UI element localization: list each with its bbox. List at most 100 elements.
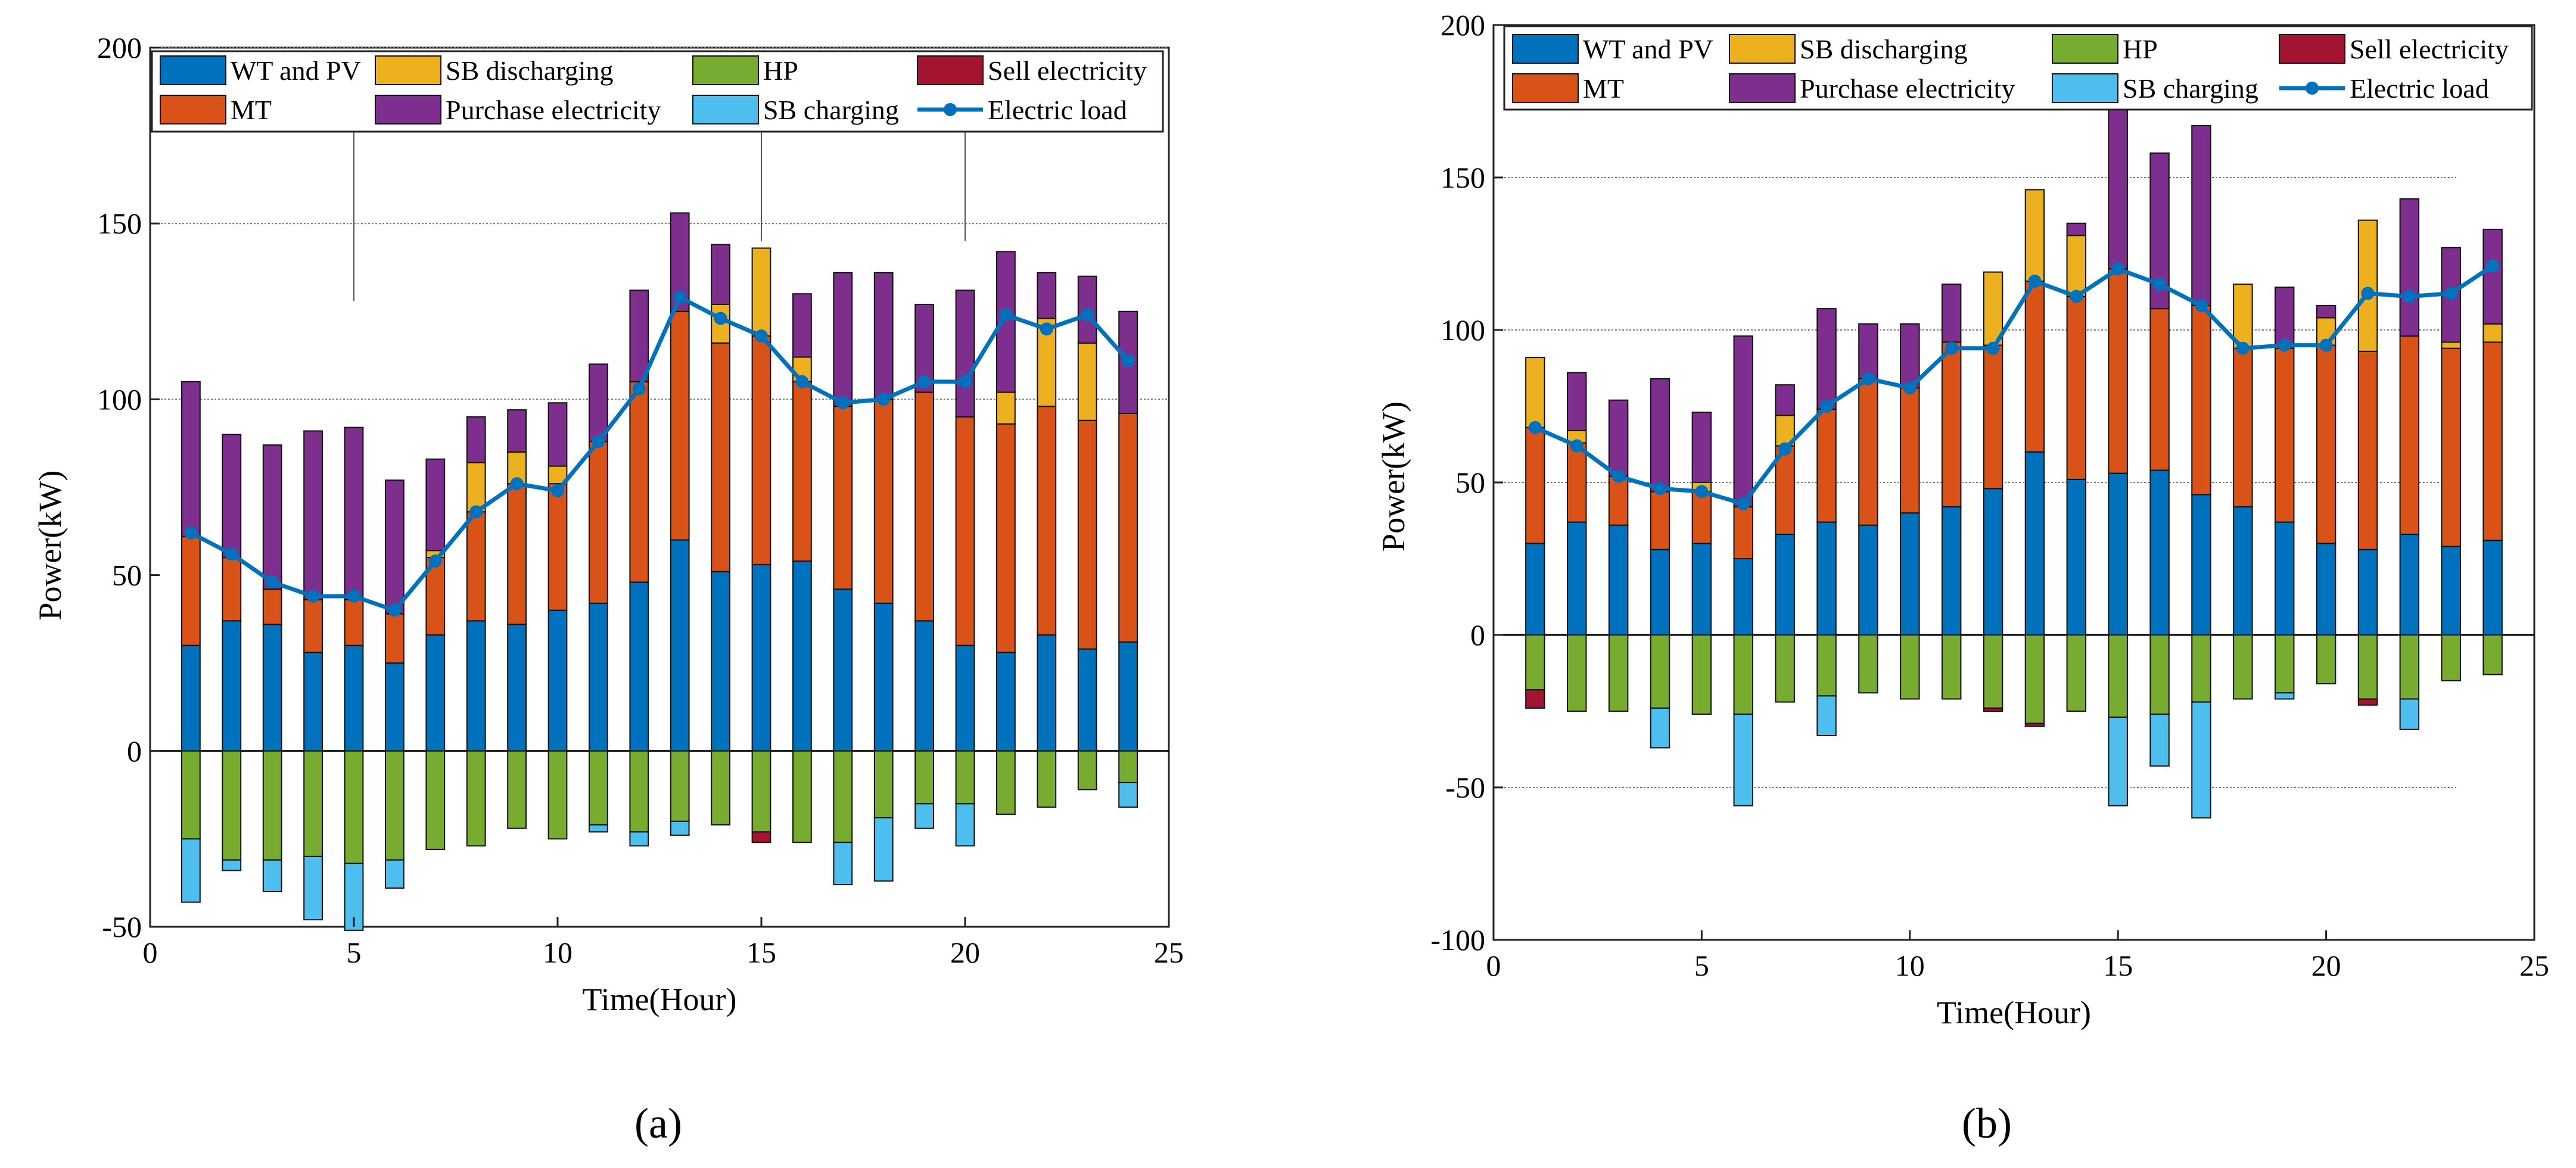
bar-mt-h19 xyxy=(914,391,934,622)
electric-load-point-h7 xyxy=(1778,442,1792,456)
bar-sb-ch-h4 xyxy=(303,855,323,921)
bar-wt-pv-h22 xyxy=(1037,634,1057,752)
legend-box xyxy=(151,50,1164,133)
legend-swatch-sell xyxy=(2279,34,2345,64)
x-tick-label: 10 xyxy=(543,936,573,969)
electric-load-point-h3 xyxy=(1611,469,1625,483)
bar-mt-h13 xyxy=(2024,281,2045,453)
x-axis-label: Time(Hour) xyxy=(1937,995,2091,1030)
bar-purchase-h4 xyxy=(1650,378,1670,493)
bar-sb-ch-h19 xyxy=(2274,692,2295,700)
bar-hp-h24 xyxy=(2482,634,2503,675)
bar-mt-h2 xyxy=(1567,442,1587,523)
bar-sb-ch-h13 xyxy=(670,820,690,836)
bar-hp-h6 xyxy=(1733,634,1754,715)
bar-sb-ch-h4 xyxy=(1650,707,1670,749)
legend-item-load: Electric load xyxy=(2279,73,2489,104)
bar-hp-h23 xyxy=(1077,750,1097,790)
electric-load-point-h7 xyxy=(428,554,442,568)
bar-sb-dis-h15 xyxy=(751,247,771,337)
bar-sb-dis-h24 xyxy=(2482,323,2503,343)
bar-hp-h3 xyxy=(262,750,282,861)
bar-purchase-h6 xyxy=(1733,335,1754,507)
legend-item-load: Electric load xyxy=(917,95,1127,125)
legend-swatch-sb-ch xyxy=(692,95,759,124)
bar-hp-h18 xyxy=(873,750,894,818)
bar-hp-h18 xyxy=(2233,634,2253,700)
y-tick-label: 200 xyxy=(1441,8,1485,42)
electric-load-point-h23 xyxy=(1081,308,1094,322)
legend-label-load: Electric load xyxy=(988,95,1127,125)
bar-wt-pv-h21 xyxy=(2357,549,2378,636)
bar-mt-h16 xyxy=(2149,308,2170,471)
bar-mt-h12 xyxy=(629,381,649,583)
panel-label-b: (b) xyxy=(1962,1100,2012,1147)
legend-label-wt-pv: WT and PV xyxy=(1583,34,1713,64)
bar-purchase-h10 xyxy=(547,402,568,467)
electric-load-point-h20 xyxy=(959,375,972,388)
electric-load-point-h17 xyxy=(836,396,850,410)
bar-purchase-h10 xyxy=(1900,323,1920,389)
bar-sell-h21 xyxy=(2357,698,2378,706)
legend-item-mt: MT xyxy=(160,95,272,125)
legend-item-sb-dis: SB discharging xyxy=(375,55,614,86)
legend-swatch-hp xyxy=(2052,34,2118,64)
legend-swatch-sell xyxy=(917,55,984,85)
legend-item-sb-dis: SB discharging xyxy=(1729,34,1968,64)
x-tick-label: 0 xyxy=(143,936,158,969)
bar-wt-pv-h13 xyxy=(670,539,690,752)
bar-mt-h5 xyxy=(1691,491,1712,544)
electric-load-point-h14 xyxy=(2070,289,2083,303)
bar-purchase-h3 xyxy=(262,444,282,590)
bar-mt-h8 xyxy=(1816,409,1837,523)
electric-load-point-h21 xyxy=(2361,286,2375,300)
bar-mt-h5 xyxy=(344,599,364,646)
y-tick-label: 200 xyxy=(97,31,142,64)
bar-hp-h10 xyxy=(547,750,568,840)
bar-purchase-h24 xyxy=(2482,229,2503,325)
bar-mt-h9 xyxy=(1858,378,1878,526)
legend-swatch-sb-ch xyxy=(2052,73,2118,103)
legend-item-sb-ch: SB charging xyxy=(2052,73,2258,104)
legend-label-mt: MT xyxy=(231,95,272,125)
bar-sb-ch-h17 xyxy=(833,842,853,886)
x-axis-label: Time(Hour) xyxy=(582,982,736,1017)
legend-swatch-mt xyxy=(160,95,226,124)
electric-load-point-h9 xyxy=(510,477,524,491)
bar-mt-h14 xyxy=(2066,295,2087,480)
bar-sb-ch-h22 xyxy=(2399,698,2420,730)
bar-sb-ch-h15 xyxy=(2108,717,2128,806)
electric-load-point-h16 xyxy=(795,375,809,388)
bar-mt-h21 xyxy=(996,423,1016,653)
bar-purchase-h19 xyxy=(2274,286,2295,349)
electric-load-point-h22 xyxy=(2403,289,2416,303)
bar-mt-h17 xyxy=(2191,305,2211,496)
legend-marker-electric-load xyxy=(2306,82,2319,95)
bar-purchase-h23 xyxy=(1077,275,1097,344)
bar-sell-h12 xyxy=(1983,707,2003,712)
legend-item-wt-pv: WT and PV xyxy=(160,55,361,86)
bar-mt-h15 xyxy=(2108,268,2128,474)
bar-wt-pv-h19 xyxy=(2274,521,2295,636)
bar-purchase-h3 xyxy=(1608,399,1629,477)
bar-purchase-h12 xyxy=(629,289,649,382)
bar-purchase-h22 xyxy=(2399,198,2420,337)
bar-wt-pv-h16 xyxy=(2149,469,2170,636)
legend-swatch-wt-pv xyxy=(160,55,226,85)
bar-hp-h14 xyxy=(2066,634,2087,712)
x-tick-label: 5 xyxy=(1694,949,1709,982)
legend-label-hp: HP xyxy=(2123,34,2158,64)
bar-purchase-h7 xyxy=(1775,384,1795,416)
bar-mt-h2 xyxy=(222,557,242,622)
electric-load-point-h24 xyxy=(2486,259,2500,273)
legend-item-sell: Sell electricity xyxy=(917,55,1147,86)
legend-label-sell: Sell electricity xyxy=(988,55,1147,86)
electric-load-point-h22 xyxy=(1040,322,1053,336)
bar-hp-h9 xyxy=(1858,634,1878,694)
bar-wt-pv-h7 xyxy=(425,634,446,752)
bar-purchase-h1 xyxy=(181,381,201,537)
bar-hp-h16 xyxy=(792,750,812,843)
bar-wt-pv-h1 xyxy=(181,644,201,752)
bar-wt-pv-h9 xyxy=(1858,524,1878,636)
bar-hp-h11 xyxy=(589,750,608,826)
